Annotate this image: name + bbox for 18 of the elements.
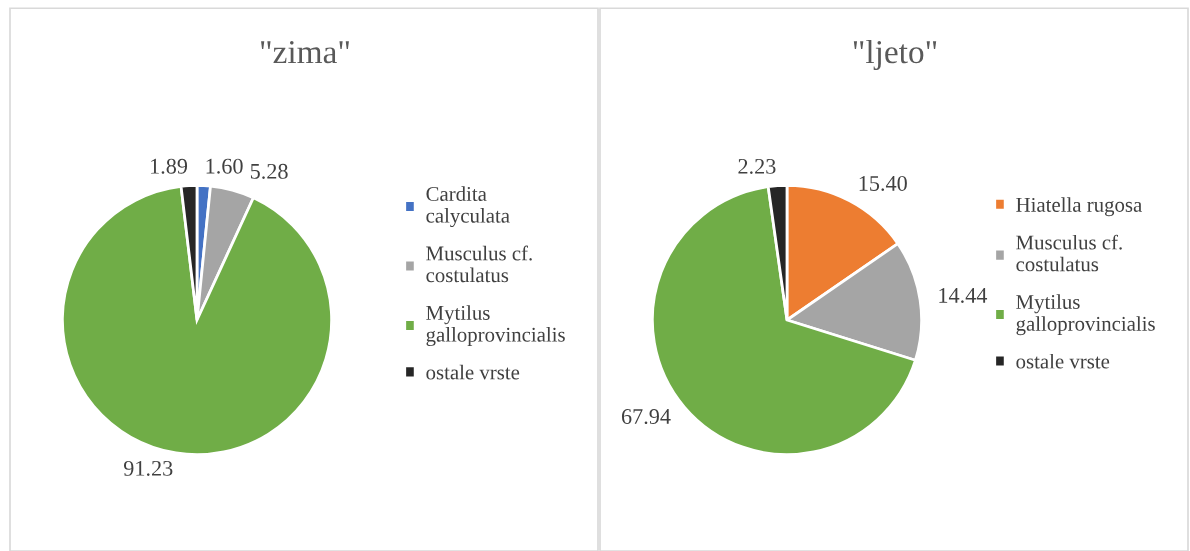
legend-label: Musculus cf. costulatus <box>1016 234 1122 272</box>
data-label: 67.94 <box>621 409 671 425</box>
data-label: 91.23 <box>123 460 173 476</box>
chart-title: "zima" <box>261 40 349 64</box>
legend-label: Mytilus galloprovincialis <box>1016 294 1155 336</box>
data-label: 1.89 <box>151 158 188 174</box>
data-label: 2.23 <box>738 158 776 174</box>
data-label: 14.44 <box>939 287 988 303</box>
legend-label: Musculus cf. costulatus <box>426 245 532 283</box>
data-label: 15.40 <box>859 175 907 191</box>
legend-label: ostale vrste <box>426 364 520 380</box>
chart-title: "ljeto" <box>853 39 937 71</box>
legend-label: Mytilus galloprovincialis <box>426 305 565 347</box>
legend-label: Hiatella rugosa <box>1016 197 1142 217</box>
legend-label: Cardita calyculata <box>426 186 510 228</box>
data-label: 5.28 <box>250 163 288 179</box>
legend-label: ostale vrste <box>1016 353 1110 369</box>
data-label: 1.60 <box>206 158 243 174</box>
